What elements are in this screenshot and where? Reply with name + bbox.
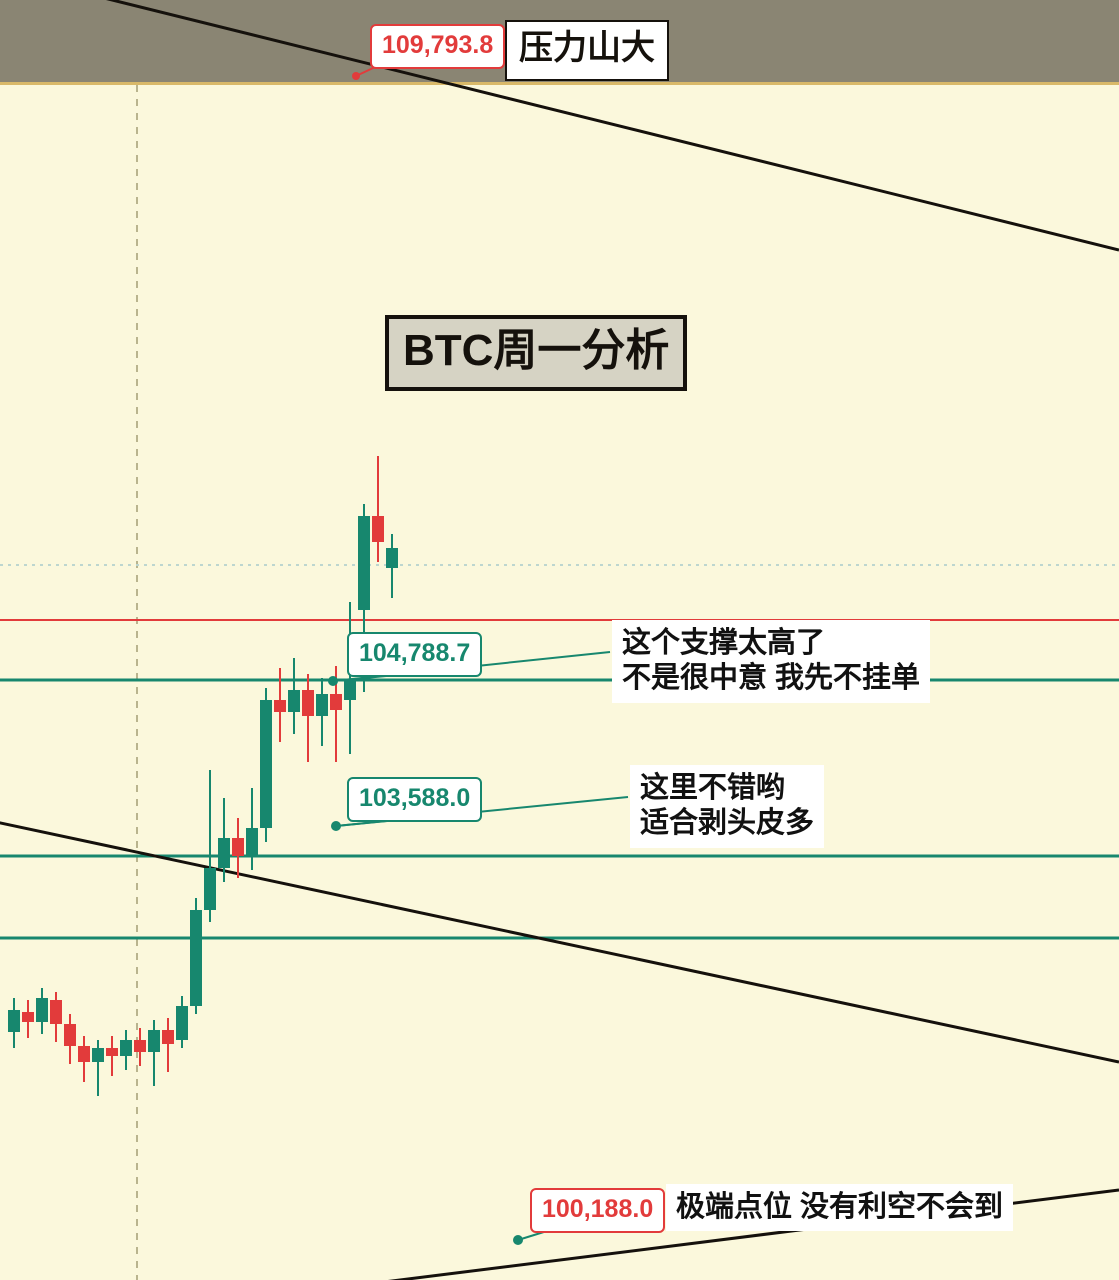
- candle: [288, 658, 300, 734]
- candle: [246, 788, 258, 870]
- candle: [8, 998, 20, 1048]
- candle: [64, 1014, 76, 1064]
- candle: [204, 770, 216, 922]
- candle: [232, 818, 244, 878]
- candle: [22, 1000, 34, 1038]
- note-support-mid-line2: 适合剥头皮多: [640, 807, 815, 840]
- price-label-support-mid[interactable]: 103,588.0: [347, 777, 483, 822]
- top-band-edge: [0, 82, 1119, 85]
- candle: [372, 456, 384, 562]
- candle: [120, 1030, 132, 1070]
- note-support-high: 这个支撑太高了 不是很中意 我先不挂单: [612, 620, 931, 703]
- chart-title: BTC周一分析: [385, 315, 688, 391]
- candle: [92, 1040, 104, 1096]
- price-label-support-low[interactable]: 100,188.0: [530, 1188, 666, 1233]
- note-support-mid: 这里不错哟 适合剥头皮多: [630, 765, 825, 848]
- candlestick-series: [8, 456, 398, 1096]
- candle: [148, 1020, 160, 1086]
- note-support-mid-line1: 这里不错哟: [640, 772, 786, 804]
- note-resistance-top: 压力山大: [505, 20, 669, 82]
- price-label-support-high[interactable]: 104,788.7: [347, 632, 483, 677]
- candle: [386, 534, 398, 598]
- anchor-support-mid: [331, 821, 341, 831]
- candle: [176, 996, 188, 1048]
- candle: [162, 1018, 174, 1072]
- price-label-resistance-top[interactable]: 109,793.8: [370, 24, 506, 69]
- note-support-high-line1: 这个支撑太高了: [622, 627, 826, 659]
- candle: [78, 1036, 90, 1082]
- candle: [106, 1036, 118, 1076]
- candle: [36, 988, 48, 1034]
- note-support-high-line2: 不是很中意 我先不挂单: [622, 662, 921, 695]
- candle: [344, 602, 356, 754]
- candle: [134, 1028, 146, 1066]
- candle: [50, 992, 62, 1042]
- upper-descending-trendline: [105, 0, 1119, 252]
- anchor-resistance-top: [352, 72, 360, 80]
- candle: [316, 678, 328, 746]
- note-support-low: 极端点位 没有利空不会到: [666, 1184, 1014, 1232]
- lower-descending-trendline: [0, 821, 1119, 1064]
- candle: [218, 798, 230, 882]
- candle: [302, 674, 314, 762]
- anchor-support-low: [513, 1235, 523, 1245]
- candle: [260, 688, 272, 842]
- anchor-support-high: [328, 676, 338, 686]
- candle: [190, 898, 202, 1014]
- candle: [274, 668, 286, 742]
